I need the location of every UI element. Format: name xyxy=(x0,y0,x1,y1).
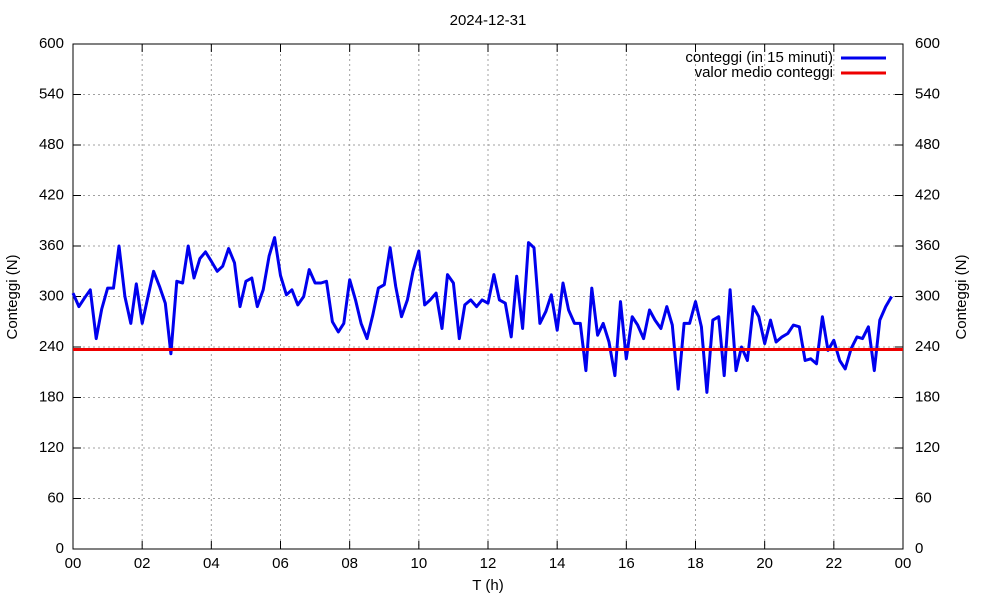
y2-tick-label: 600 xyxy=(915,35,940,52)
y-tick-label: 240 xyxy=(39,338,64,355)
legend-label: conteggi (in 15 minuti) xyxy=(685,49,833,66)
x-tick-label: 20 xyxy=(756,555,773,572)
chart-title: 2024-12-31 xyxy=(450,12,527,29)
x-tick-label: 00 xyxy=(895,555,912,572)
y2-tick-label: 300 xyxy=(915,287,940,304)
y2-tick-label: 180 xyxy=(915,388,940,405)
y-tick-label: 600 xyxy=(39,35,64,52)
y-tick-label: 300 xyxy=(39,287,64,304)
x-tick-label: 14 xyxy=(549,555,566,572)
y-tick-label: 360 xyxy=(39,237,64,254)
x-tick-label: 12 xyxy=(480,555,497,572)
y2-tick-label: 420 xyxy=(915,186,940,203)
x-tick-label: 22 xyxy=(825,555,842,572)
y2-tick-label: 240 xyxy=(915,338,940,355)
x-tick-label: 00 xyxy=(65,555,82,572)
y2-tick-label: 60 xyxy=(915,489,932,506)
y-tick-label: 0 xyxy=(56,540,64,557)
y-tick-label: 60 xyxy=(47,489,64,506)
x-tick-label: 06 xyxy=(272,555,289,572)
legend-label: valor medio conteggi xyxy=(695,64,833,81)
y2-axis-label: Conteggi (N) xyxy=(953,254,970,339)
y-tick-label: 540 xyxy=(39,85,64,102)
x-tick-label: 04 xyxy=(203,555,220,572)
x-tick-label: 18 xyxy=(687,555,704,572)
y2-tick-label: 540 xyxy=(915,85,940,102)
x-axis-label: T (h) xyxy=(472,577,503,594)
y2-tick-label: 480 xyxy=(915,136,940,153)
data-line xyxy=(71,236,893,394)
y-tick-label: 180 xyxy=(39,388,64,405)
x-tick-label: 08 xyxy=(341,555,358,572)
y-axis-label: Conteggi (N) xyxy=(4,254,21,339)
x-tick-label: 02 xyxy=(134,555,151,572)
x-tick-label: 10 xyxy=(410,555,427,572)
y-tick-label: 420 xyxy=(39,186,64,203)
y2-tick-label: 0 xyxy=(915,540,923,557)
y2-tick-label: 360 xyxy=(915,237,940,254)
y-tick-label: 480 xyxy=(39,136,64,153)
y2-tick-label: 120 xyxy=(915,439,940,456)
x-tick-label: 16 xyxy=(618,555,635,572)
y-tick-label: 120 xyxy=(39,439,64,456)
